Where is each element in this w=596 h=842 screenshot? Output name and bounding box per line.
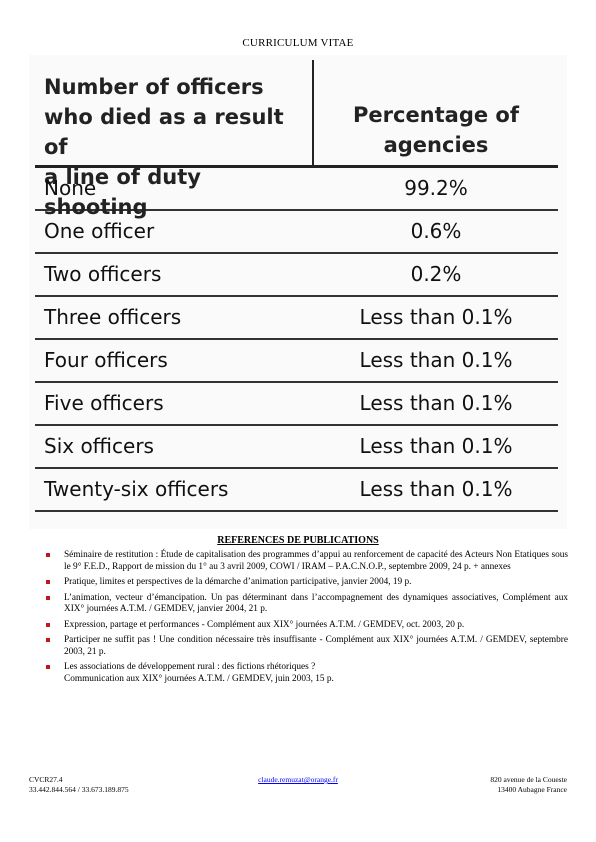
reference-text: Expression, partage et performances - Co… — [64, 619, 465, 630]
row-value: Less than 0.1% — [359, 434, 513, 458]
table-row: Three officers Less than 0.1% — [35, 297, 558, 338]
row-label: Twenty-six officers — [44, 477, 229, 501]
bullet-icon — [46, 638, 50, 642]
reference-text-continuation: Communication aux XIX° journées A.T.M. /… — [64, 673, 334, 684]
table-rule — [35, 338, 558, 340]
page-title: CURRICULUM VITAE — [242, 37, 354, 49]
table-row: Twenty-six officers Less than 0.1% — [35, 469, 558, 510]
reference-text: Séminaire de restitution : Étude de capi… — [64, 550, 568, 572]
row-label: Four officers — [44, 348, 168, 372]
row-label: Two officers — [44, 262, 162, 286]
officer-deaths-table: Number of officers who died as a result … — [35, 60, 558, 512]
row-value: 0.2% — [410, 262, 462, 286]
row-value: 0.6% — [410, 219, 462, 243]
list-item: L’animation, vecteur d’émancipation. Un … — [46, 593, 568, 616]
column-header-line: Number of officers — [44, 75, 264, 99]
column-header-line: Percentage of — [353, 103, 519, 127]
bullet-icon — [46, 622, 50, 627]
row-value: Less than 0.1% — [359, 391, 513, 415]
reference-text: Participer ne suffit pas ! Une condition… — [64, 635, 568, 657]
row-value: 99.2% — [404, 176, 468, 200]
bullet-icon — [46, 665, 50, 669]
table-row: Five officers Less than 0.1% — [35, 383, 558, 424]
column-header-officers: Number of officers who died as a result … — [44, 72, 309, 222]
table-row: Six officers Less than 0.1% — [35, 426, 558, 467]
row-value: Less than 0.1% — [359, 477, 513, 501]
table-rule — [35, 467, 558, 469]
footer-right: 820 avenue de la Coueste 13400 Aubagne F… — [490, 775, 567, 795]
column-header-percentage: Percentage of agencies — [314, 100, 558, 160]
row-value: Less than 0.1% — [359, 348, 513, 372]
table-row: One officer 0.6% — [35, 211, 558, 252]
email-link[interactable]: claude.remuzat@orange.fr — [258, 775, 338, 784]
list-item: Pratique, limites et perspectives de la … — [46, 577, 568, 589]
bullet-icon — [46, 595, 50, 600]
reference-text: L’animation, vecteur d’émancipation. Un … — [64, 592, 568, 615]
phone-numbers: 33.442.844.564 / 33.673.189.875 — [29, 785, 129, 794]
list-item: Séminaire de restitution : Étude de capi… — [46, 550, 568, 573]
table-row: Two officers 0.2% — [35, 254, 558, 295]
footer-left: CVCR27.4 33.442.844.564 / 33.673.189.875 — [29, 775, 129, 795]
column-header-line: agencies — [383, 133, 489, 157]
table-header: Number of officers who died as a result … — [35, 60, 558, 219]
document-reference: CVCR27.4 — [29, 775, 63, 784]
row-label: Three officers — [44, 305, 182, 329]
reference-text: Les associations de développement rural … — [64, 662, 316, 672]
row-label: One officer — [44, 219, 155, 243]
table-rule — [35, 209, 558, 211]
column-divider — [312, 60, 314, 165]
reference-text: Pratique, limites et perspectives de la … — [64, 577, 412, 587]
list-item: Participer ne suffit pas ! Une condition… — [46, 635, 568, 658]
list-item: Les associations de développement rural … — [46, 662, 568, 685]
table-row: Four officers Less than 0.1% — [35, 340, 558, 381]
column-header-line: a line of duty shooting — [44, 165, 201, 219]
table-rule — [35, 381, 558, 383]
officer-deaths-table-image — [29, 55, 567, 529]
table-rule — [35, 295, 558, 297]
page-footer: CVCR27.4 33.442.844.564 / 33.673.189.875… — [29, 775, 567, 799]
row-label: Five officers — [44, 391, 164, 415]
address-line: 13400 Aubagne France — [497, 785, 567, 794]
footer-center: claude.remuzat@orange.fr — [29, 775, 567, 785]
address-line: 820 avenue de la Coueste — [490, 775, 567, 784]
references-list: Séminaire de restitution : Étude de capi… — [46, 550, 568, 689]
row-label: None — [44, 176, 97, 200]
column-header-line: who died as a result of — [44, 105, 284, 159]
table-rule — [35, 424, 558, 426]
list-item: Expression, partage et performances - Co… — [46, 620, 568, 632]
table-rule — [35, 165, 558, 168]
row-value: Less than 0.1% — [359, 305, 513, 329]
bullet-icon — [46, 580, 50, 584]
table-rule — [35, 252, 558, 254]
table-rule — [35, 510, 558, 512]
row-label: Six officers — [44, 434, 154, 458]
table-row: None 99.2% — [35, 168, 558, 209]
references-title: REFERENCES DE PUBLICATIONS — [217, 535, 379, 546]
bullet-icon — [46, 553, 50, 557]
